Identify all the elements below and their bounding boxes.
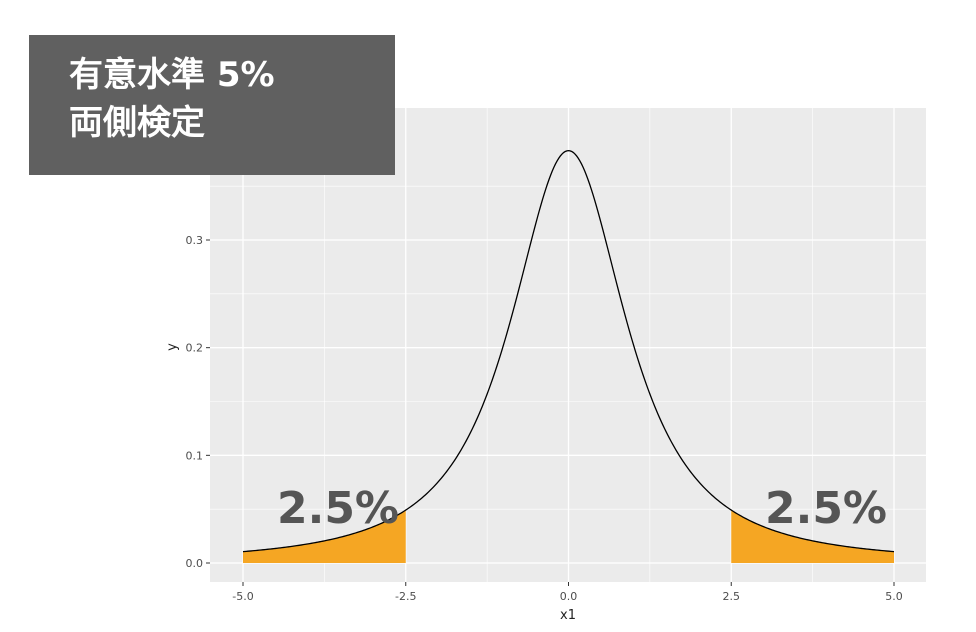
title-significance-level: 有意水準 5% <box>69 55 275 95</box>
right-tail-area <box>731 510 894 563</box>
shaded-regions <box>243 510 894 563</box>
axis-ticks: -5.0 -2.5 0.0 2.5 5.0 0.0 0.1 0.2 0.3 <box>186 234 903 603</box>
y-tick-label: 0.2 <box>186 342 204 355</box>
x-tick-label: 5.0 <box>885 590 903 603</box>
grid <box>210 108 926 582</box>
left-tail-area <box>243 510 406 563</box>
x-tick-label: 0.0 <box>560 590 578 603</box>
title-test-type: 両側検定 <box>69 103 205 143</box>
y-tick-label: 0.0 <box>186 557 204 570</box>
title-box: 有意水準 5% 両側検定 <box>29 35 395 175</box>
right-tail-label: 2.5% <box>765 483 887 534</box>
left-tail-label: 2.5% <box>277 483 399 534</box>
density-curve <box>242 149 895 553</box>
x-tick-label: 2.5 <box>723 590 741 603</box>
y-tick-label: 0.1 <box>186 449 204 462</box>
x-axis-title: x1 <box>560 608 576 623</box>
y-tick-label: 0.3 <box>186 234 204 247</box>
x-tick-label: -2.5 <box>395 590 416 603</box>
y-axis-title: y <box>165 343 180 351</box>
x-tick-label: -5.0 <box>232 590 253 603</box>
